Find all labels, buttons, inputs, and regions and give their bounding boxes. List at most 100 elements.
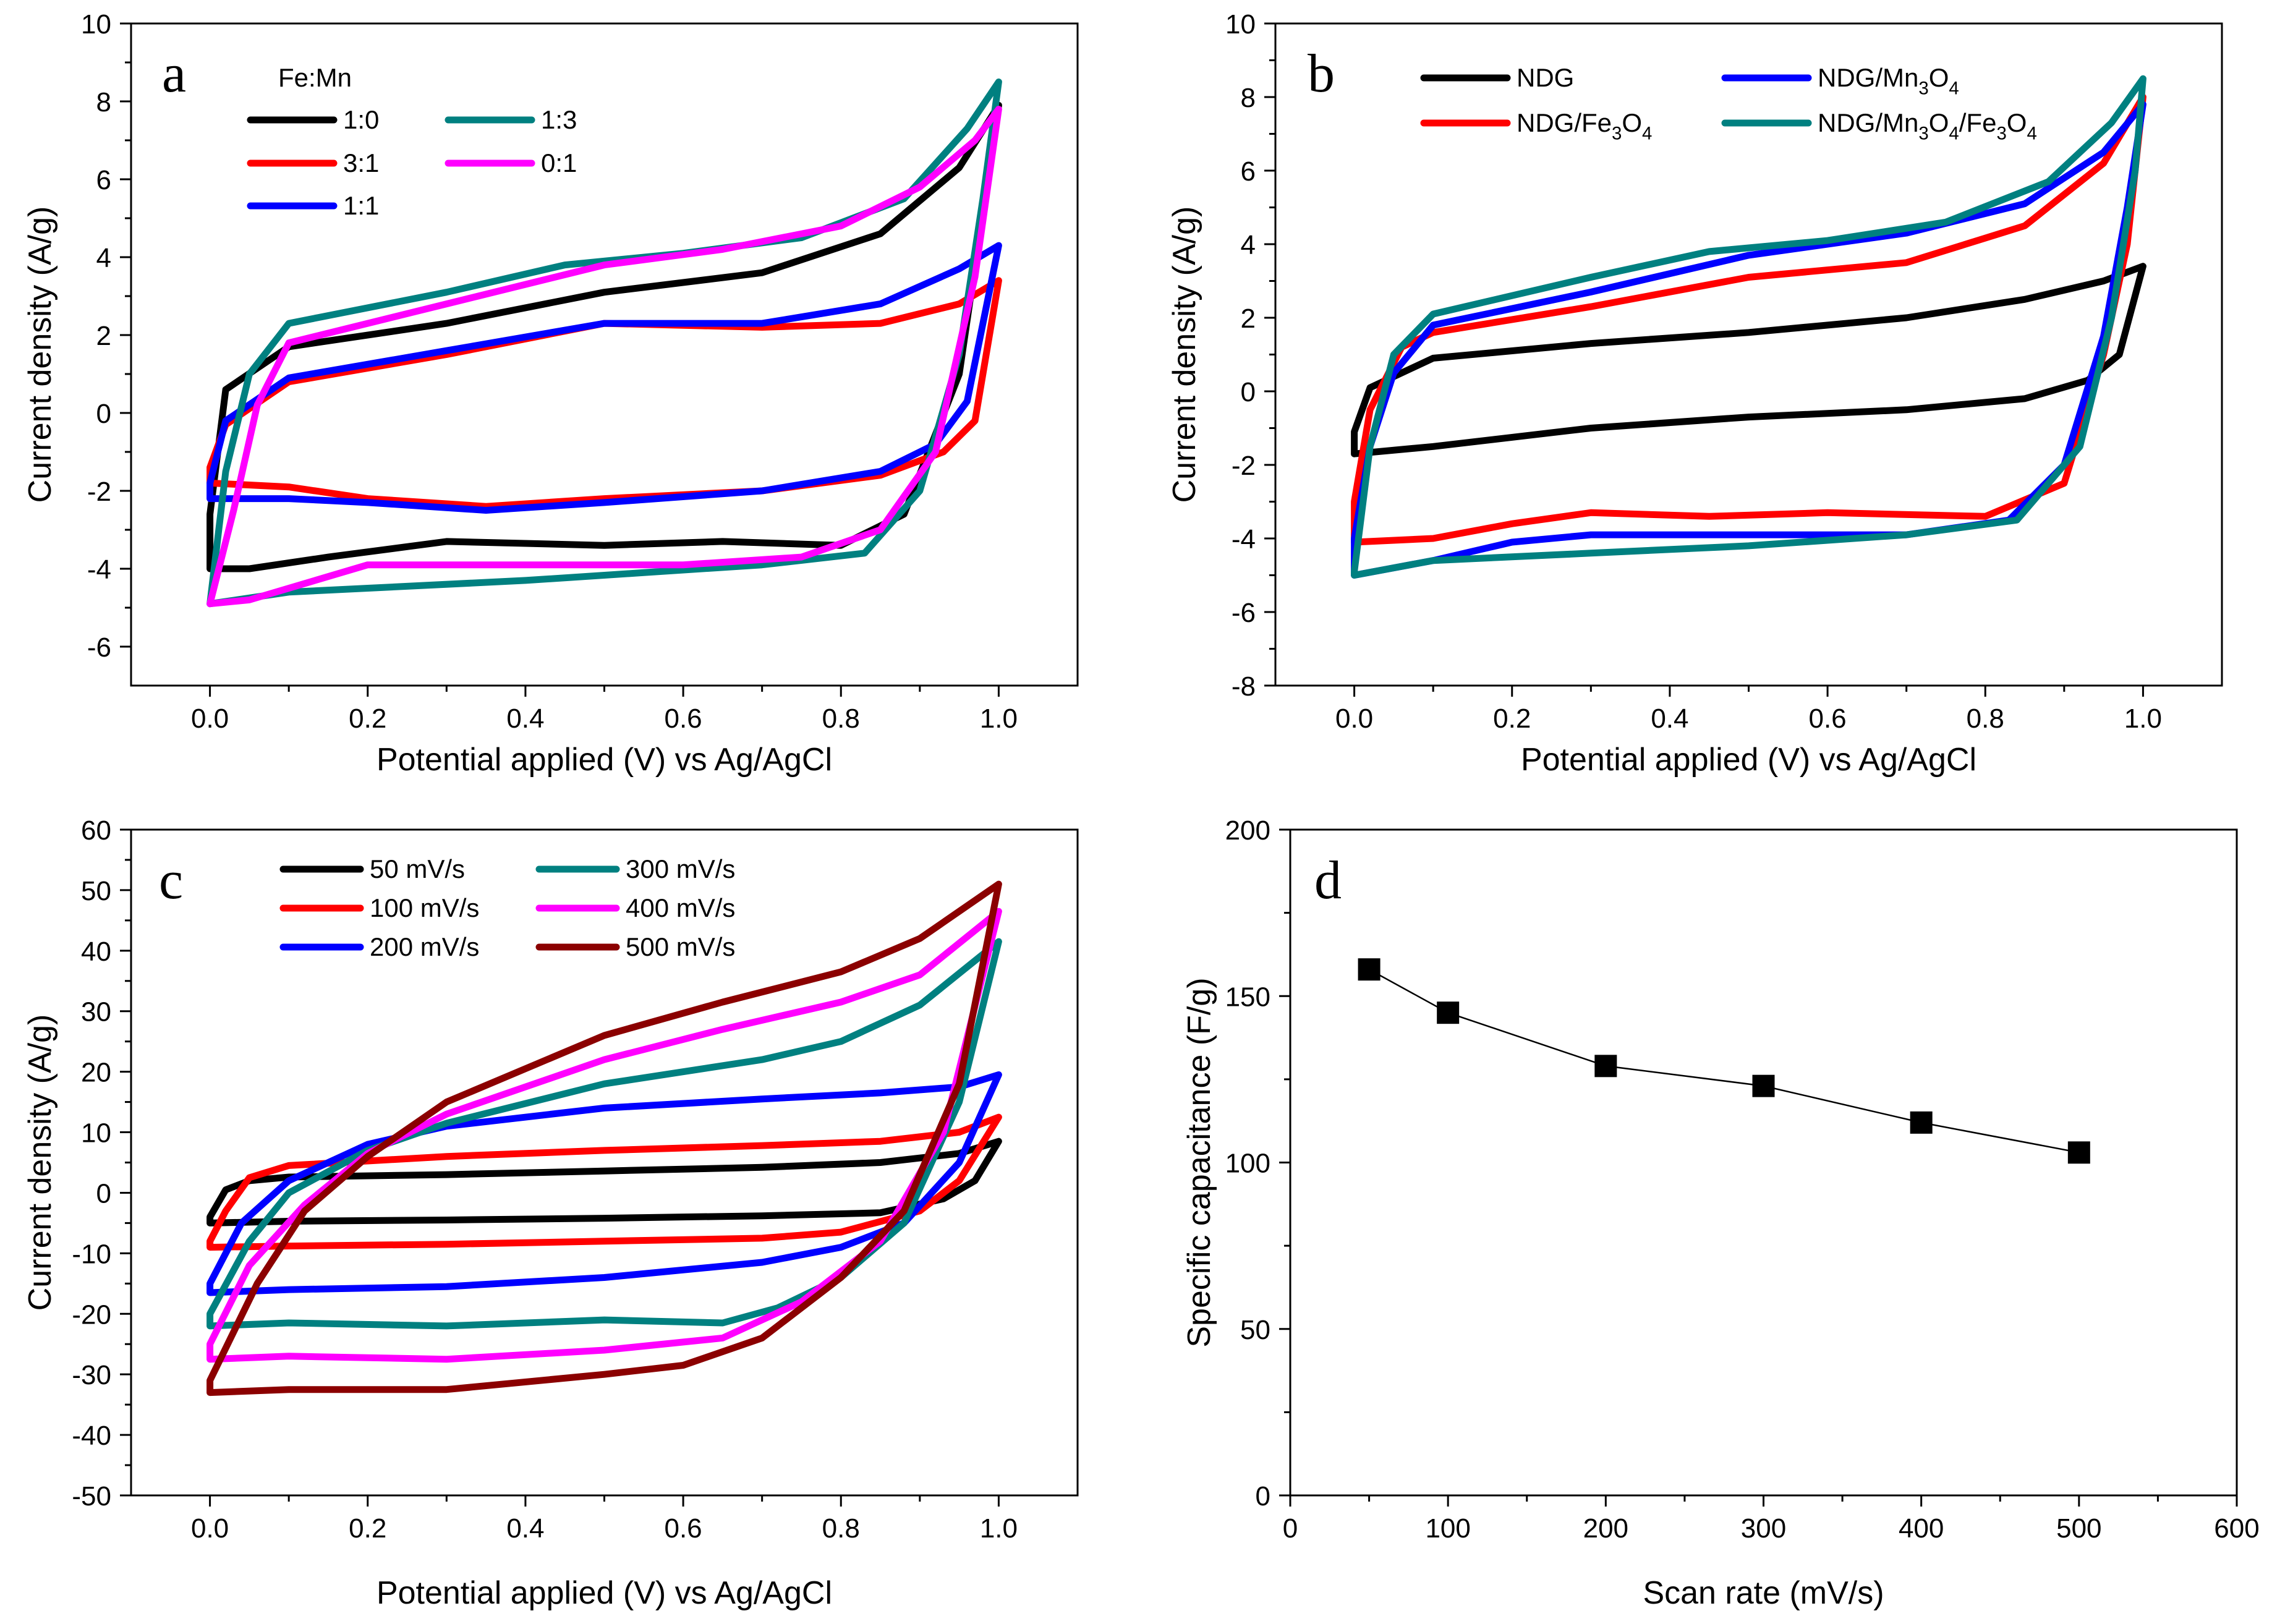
y-tick-label: 0 — [1241, 377, 1256, 407]
x-tick-label: 0.2 — [349, 1513, 386, 1544]
y-tick-label: 0 — [96, 1178, 111, 1209]
chart-panel-d: 0 100 200 300 400 500 600 0 50 100 150 200 Scan rate… — [1181, 815, 2260, 1611]
y-tick-label: -20 — [72, 1299, 111, 1330]
x-tick-label: 400 — [1899, 1513, 1944, 1544]
cv-curve-300-mv-s — [206, 938, 1002, 1330]
data-point-marker — [2067, 1141, 2090, 1164]
formula-part: 4 — [1949, 79, 1959, 99]
x-tick-label: 0.0 — [1335, 704, 1373, 734]
y-tick-label: 2 — [96, 321, 111, 351]
y-tick-label: -2 — [87, 477, 111, 507]
data-point-marker — [1752, 1074, 1775, 1097]
y-tick-label: 20 — [81, 1058, 111, 1088]
legend-label: 200 mV/s — [370, 932, 479, 961]
formula-part: /Fe — [1959, 108, 1997, 137]
data-point-marker — [1437, 1001, 1460, 1024]
y-tick-label: 40 — [81, 937, 111, 967]
y-tick-label: 60 — [81, 815, 111, 846]
x-tick-label: 0 — [1283, 1513, 1298, 1544]
panel-letter: c — [159, 851, 183, 911]
cv-curve-1-1 — [206, 242, 1002, 514]
x-tick-label: 0.6 — [664, 1513, 702, 1544]
cv-curve-0-1 — [206, 106, 1002, 608]
x-tick-label: 0.6 — [664, 704, 702, 734]
legend-label: NDG/Mn3O4 — [1818, 63, 1959, 99]
y-tick-label: 30 — [81, 997, 111, 1027]
legend-label: 3:1 — [343, 148, 379, 177]
cv-curve-200-mv-s — [206, 1071, 1002, 1296]
y-tick-label: -30 — [72, 1360, 111, 1390]
formula-part: NDG/Mn — [1818, 63, 1918, 92]
y-tick-label: 2 — [1241, 304, 1256, 334]
legend-label: 0:1 — [541, 148, 577, 177]
y-tick-label: 50 — [1240, 1315, 1270, 1345]
cv-curve-ndg — [1351, 263, 2146, 457]
panel-letter: d — [1314, 851, 1342, 911]
legend-label: 400 mV/s — [626, 893, 735, 922]
cv-curve-ndg-mn3o4 — [1351, 101, 2146, 579]
formula-part: NDG/Mn — [1818, 108, 1918, 137]
x-tick-label: 1.0 — [2124, 704, 2162, 734]
y-axis-label: Current density (A/g) — [22, 1014, 58, 1311]
legend: 50 mV/s 300 mV/s 100 mV/s 400 mV/s 200 mV/s 5… — [279, 854, 735, 961]
formula-part: O — [1929, 108, 1949, 137]
formula-part: O — [1929, 63, 1949, 92]
x-axis-label: Potential applied (V) vs Ag/AgCl — [377, 742, 832, 778]
x-tick-label: 0.8 — [822, 704, 860, 734]
legend-label: 50 mV/s — [370, 854, 465, 883]
x-tick-label: 200 — [1583, 1513, 1628, 1544]
legend-label: 1:1 — [343, 191, 379, 220]
x-tick-label: 0.2 — [349, 704, 386, 734]
y-tick-label: 100 — [1225, 1149, 1270, 1179]
formula-part: 3 — [1612, 124, 1622, 144]
legend-label: 1:3 — [541, 105, 577, 134]
y-tick-label: -8 — [1232, 671, 1256, 702]
legend-label: NDG/Mn3O4/Fe3O4 — [1818, 108, 2037, 144]
x-tick-label: 0.4 — [506, 1513, 544, 1544]
y-axis-label: Current density (A/g) — [1167, 206, 1202, 503]
x-axis-label: Potential applied (V) vs Ag/AgCl — [1521, 742, 1976, 778]
cv-curve-1-3 — [206, 79, 1002, 608]
y-tick-label: -6 — [1232, 598, 1256, 628]
x-tick-label: 0.4 — [506, 704, 544, 734]
y-tick-label: 6 — [96, 165, 111, 195]
panel-letter: a — [162, 44, 186, 104]
cv-curve-500-mv-s — [206, 880, 1002, 1397]
y-tick-label: 8 — [1241, 83, 1256, 113]
data-point-marker — [1594, 1055, 1617, 1078]
y-axis-label: Current density (A/g) — [22, 206, 58, 503]
legend-label: NDG/Fe3O4 — [1517, 108, 1652, 144]
formula-part: NDG/Fe — [1517, 108, 1612, 137]
formula-part: 4 — [1642, 124, 1652, 144]
legend-title: Fe:Mn — [278, 63, 352, 92]
plot-frame — [1289, 828, 2238, 1497]
y-tick-label: 200 — [1225, 815, 1270, 846]
x-axis-label: Potential applied (V) vs Ag/AgCl — [377, 1575, 832, 1611]
cv-curve-1-0 — [206, 101, 1002, 572]
data-point-marker — [1358, 958, 1381, 981]
y-tick-label: -4 — [87, 555, 111, 585]
x-tick-label: 100 — [1425, 1513, 1470, 1544]
panel-letter: b — [1308, 44, 1335, 104]
x-tick-label: 300 — [1741, 1513, 1786, 1544]
cv-curve-100-mv-s — [206, 1113, 1002, 1251]
y-tick-label: -40 — [72, 1421, 111, 1451]
cv-curve-ndg-mn3o4-fe3o4 — [1351, 75, 2146, 579]
formula-part: 3 — [1918, 79, 1928, 99]
formula-part: NDG — [1517, 63, 1574, 92]
y-tick-label: -10 — [72, 1239, 111, 1269]
y-tick-label: 10 — [81, 9, 111, 40]
x-tick-label: 0.2 — [1493, 704, 1531, 734]
y-axis-label: Specific capacitance (F/g) — [1181, 977, 1217, 1347]
capacitance-line — [1368, 969, 2080, 1154]
legend-label: 100 mV/s — [370, 893, 479, 922]
x-tick-label: 0.4 — [1651, 704, 1688, 734]
formula-part: O — [2007, 108, 2027, 137]
x-tick-label: 0.8 — [1967, 704, 2004, 734]
chart-panel-a: 0.0 0.2 0.4 0.6 0.8 1.0 -6 -4 -2 0 2 4 6 8 10 Potential… — [22, 9, 1079, 778]
y-tick-label: 10 — [81, 1118, 111, 1149]
x-tick-label: 1.0 — [980, 704, 1018, 734]
x-tick-label: 0.6 — [1808, 704, 1846, 734]
formula-part: 3 — [1918, 124, 1928, 144]
formula-part: 3 — [1996, 124, 2006, 144]
